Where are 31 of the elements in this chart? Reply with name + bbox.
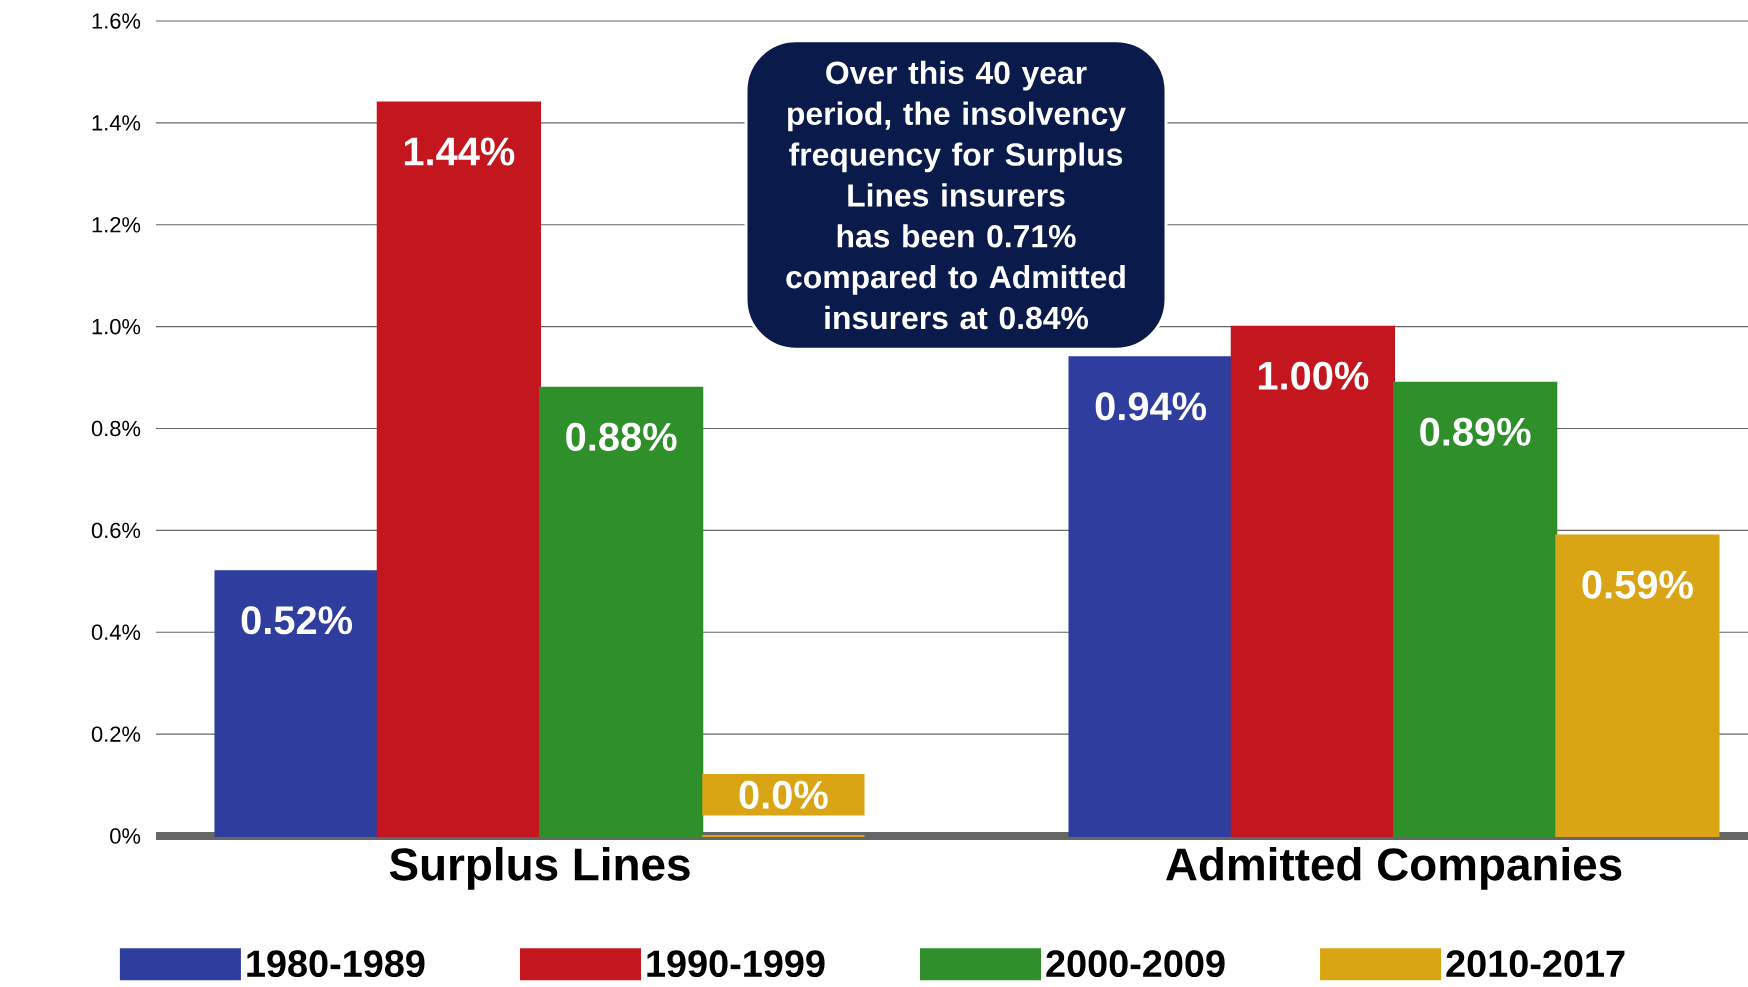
y-tick-label: 1.4% — [92, 115, 141, 131]
data-label: 0.52% — [241, 606, 353, 635]
y-tick-label: 1.0% — [92, 318, 141, 335]
data-label: 0.88% — [566, 422, 677, 451]
bar — [1555, 534, 1720, 837]
data-label: 0.59% — [1582, 570, 1693, 599]
legend-label: 2010-2017 — [1446, 950, 1625, 978]
data-label: 0.0% — [739, 780, 828, 809]
data-label: 1.44% — [404, 137, 515, 166]
bar — [539, 386, 704, 837]
bar — [376, 101, 542, 837]
y-tick-label: 0.6% — [91, 522, 141, 539]
annotation: Over this 40 year period, the insolvency frequency for Surplus Lines insurers has been 0.71% compared to Admitted insurers at 0.84% — [786, 60, 1126, 330]
x-tick-label: Admitted Companies — [1166, 847, 1622, 890]
y-tick-label: 1.2% — [92, 217, 141, 233]
bar — [1068, 356, 1233, 837]
legend-label: 1980-1989 — [247, 950, 425, 978]
y-tick-label: 0.4% — [91, 624, 141, 641]
bar — [1393, 381, 1558, 837]
x-tick-label: Surplus Lines — [389, 847, 690, 890]
y-tick-label: 0.2% — [91, 726, 141, 742]
y-tick-label: 0% — [110, 828, 141, 844]
y-tick-label: 1.6% — [92, 13, 141, 29]
data-label: 0.89% — [1420, 417, 1531, 446]
bar — [1230, 325, 1396, 837]
legend-label: 1990-1999 — [647, 950, 825, 978]
legend-label: 2000-2009 — [1046, 950, 1225, 978]
y-tick-label: 0.8% — [91, 420, 141, 437]
data-label: 0.94% — [1095, 392, 1207, 421]
data-label: 1.00% — [1258, 361, 1369, 390]
bar — [214, 570, 379, 837]
